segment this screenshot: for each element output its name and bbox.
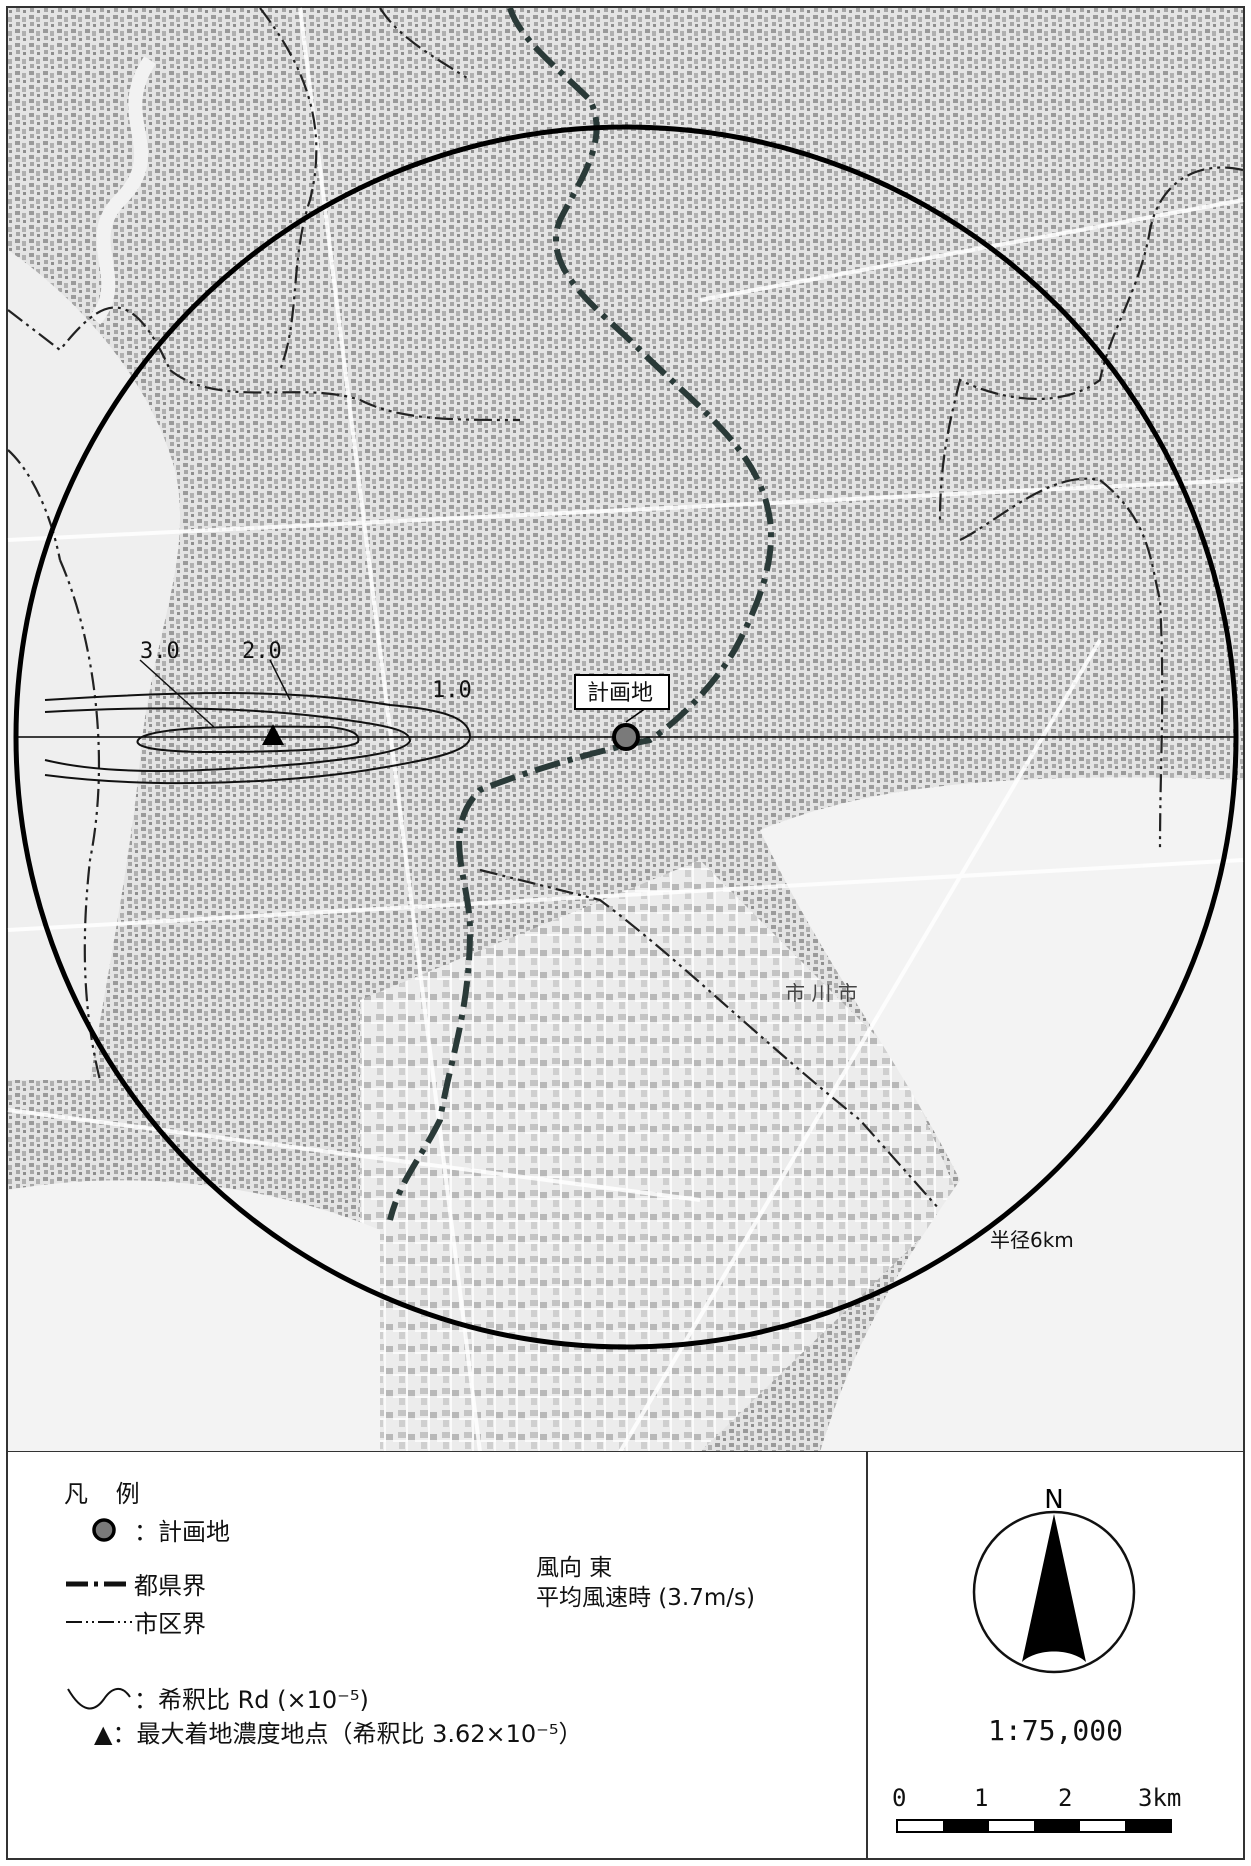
scale-ratio: 1:75,000 <box>988 1714 1123 1747</box>
legend-label-city: 市区界 <box>134 1610 206 1638</box>
plan-site-marker[interactable] <box>612 723 640 751</box>
panel-separator <box>866 1452 868 1860</box>
sea-southwest <box>8 1180 380 1452</box>
scale-tick-0: 0 <box>892 1784 907 1812</box>
winding-river <box>89 56 156 325</box>
prefecture-boundary <box>387 7 774 1221</box>
circle-marker-icon <box>64 1515 134 1545</box>
wind-direction: 風向 東 <box>536 1555 613 1581</box>
legend-title: 凡 例 <box>64 1480 150 1508</box>
contour-line-icon <box>64 1683 134 1713</box>
contour-label-3-0: 3.0 <box>140 639 180 664</box>
place-label-ichikawa: 市 川 市 <box>785 981 858 1005</box>
contour-2-0-outer <box>44 707 412 772</box>
dilution-contours <box>44 692 472 785</box>
prefecture-boundary-line-icon <box>64 1569 134 1599</box>
legend-label-prefecture: 都県界 <box>134 1572 206 1600</box>
tokyo-bay <box>760 777 1243 1452</box>
plan-site-label: 計画地 <box>587 681 653 706</box>
road-network <box>7 7 1244 1452</box>
legend-label-contour: ：希釈比 Rd (×10⁻⁵) <box>134 1686 369 1714</box>
leader-3-0 <box>139 659 216 729</box>
legend-item-max-point: ▲：最大着地濃度地点（希釈比 3.62×10⁻⁵） <box>94 1714 582 1749</box>
contour-label-1-0: 1.0 <box>432 678 472 703</box>
legend-item-city-boundary: 市区界 <box>64 1604 206 1639</box>
north-label: N <box>1044 1485 1063 1515</box>
plan-site-label-box <box>574 674 670 710</box>
legend-item-contour: ：希釈比 Rd (×10⁻⁵) <box>64 1680 369 1715</box>
plan-site-leader <box>625 707 647 723</box>
legend-label-max-point: ▲：最大着地濃度地点（希釈比 3.62×10⁻⁵） <box>94 1720 583 1748</box>
arakawa-river <box>8 250 181 1080</box>
legend-label-plan-site: ：計画地 <box>134 1518 230 1546</box>
reclaimed-area <box>360 860 960 1452</box>
radius-label: 半径6km <box>990 1228 1074 1252</box>
max-concentration-triangle-icon <box>262 724 284 745</box>
legend-item-prefecture-boundary: 都県界 <box>64 1566 206 1601</box>
north-panel: N 1:75,000 0 1 2 3km <box>866 1452 1245 1860</box>
city-boundary <box>7 7 1244 1211</box>
map-frame <box>6 6 1245 1860</box>
map-area[interactable]: 3.0 2.0 1.0 計画地 市 川 市 半径6km <box>0 0 1251 1452</box>
scale-tick-3km: 3km <box>1138 1784 1182 1812</box>
leader-2-0 <box>269 659 291 701</box>
scale-tick-1: 1 <box>974 1784 989 1812</box>
north-arrow-icon: N <box>972 1485 1136 1674</box>
legend-item-plan-site: ：計画地 <box>64 1512 230 1547</box>
scale-bar <box>896 1819 1172 1833</box>
legend-panel: 凡 例 ：計画地 都県界 市区界 ：希釈比 Rd (×10⁻⁵) ▲：最大着地濃… <box>6 1452 866 1860</box>
scale-tick-2: 2 <box>1058 1784 1073 1812</box>
contour-3-0 <box>136 725 360 754</box>
wind-speed: 平均風速時 (3.7m/s) <box>536 1585 755 1611</box>
contour-1-0 <box>44 692 472 785</box>
city-boundary-line-icon <box>64 1607 134 1637</box>
contour-label-2-0: 2.0 <box>242 639 282 664</box>
